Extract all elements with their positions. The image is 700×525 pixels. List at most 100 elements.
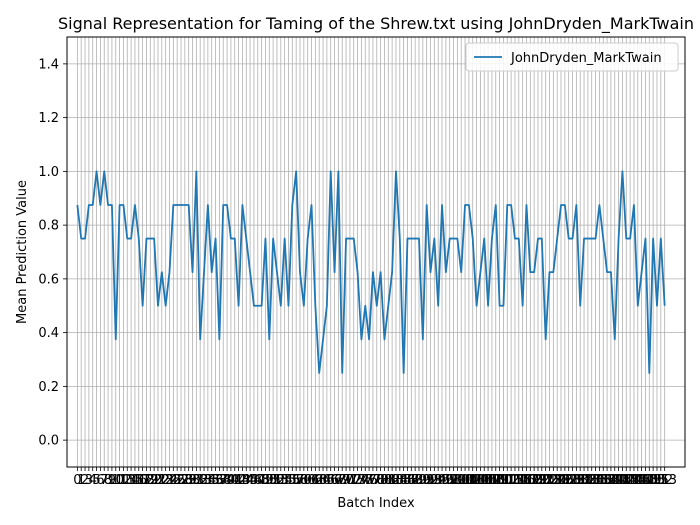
x-tick-label: 108 <box>480 473 505 488</box>
x-tick-label: 59 <box>296 473 313 488</box>
x-tick-label: 92 <box>422 473 439 488</box>
x-tick-label: 83 <box>388 473 405 488</box>
x-tick-label: 91 <box>418 473 435 488</box>
x-tick-label: 109 <box>483 473 508 488</box>
x-tick-label: 28 <box>177 473 194 488</box>
y-axis-label: Mean Prediction Value <box>15 180 30 324</box>
x-tick-label: 104 <box>464 473 489 488</box>
x-tick-label: 33 <box>196 473 213 488</box>
x-tick-label: 26 <box>169 473 186 488</box>
x-tick-label: 151 <box>645 473 670 488</box>
x-tick-label: 62 <box>307 473 324 488</box>
x-tick-label: 74 <box>353 473 370 488</box>
x-tick-label: 97 <box>441 473 458 488</box>
x-tick-label: 14 <box>123 473 140 488</box>
x-tick-label: 130 <box>564 473 589 488</box>
x-tick-label: 135 <box>583 473 608 488</box>
x-grid <box>76 37 666 467</box>
x-tick-label: 1 <box>77 473 85 488</box>
y-tick-label: 0.8 <box>38 219 59 234</box>
x-tick-label: 37 <box>211 473 228 488</box>
x-tick-label: 49 <box>257 473 274 488</box>
x-tick-label: 73 <box>349 473 366 488</box>
x-tick-label: 100 <box>449 473 474 488</box>
x-tick-label: 117 <box>514 473 539 488</box>
x-tick-label: 105 <box>468 473 493 488</box>
y-tick-label: 1.2 <box>38 111 59 126</box>
x-tick-label: 107 <box>476 473 501 488</box>
x-tick-label: 82 <box>384 473 401 488</box>
x-tick-label: 96 <box>438 473 455 488</box>
x-tick-label: 67 <box>326 473 343 488</box>
x-tick-label: 40 <box>223 473 240 488</box>
x-tick-label: 103 <box>460 473 485 488</box>
x-tick-label: 4 <box>89 473 97 488</box>
legend-label: JohnDryden_MarkTwain <box>510 51 662 66</box>
x-tick-label: 93 <box>426 473 443 488</box>
x-tick-label: 116 <box>510 473 535 488</box>
x-tick-label: 5 <box>92 473 100 488</box>
x-tick-label: 147 <box>629 473 654 488</box>
x-tick-label: 19 <box>142 473 159 488</box>
x-ticks: 0123456789101112131415161718192021222324… <box>73 467 677 488</box>
x-tick-label: 145 <box>622 473 647 488</box>
x-tick-label: 23 <box>157 473 174 488</box>
y-tick-label: 1.4 <box>38 57 59 72</box>
y-ticks: 0.0 0.2 0.4 0.6 0.8 1.0 1.2 1.4 <box>38 57 67 449</box>
x-tick-label: 56 <box>284 473 301 488</box>
x-tick-label: 46 <box>246 473 263 488</box>
x-tick-label: 118 <box>518 473 543 488</box>
x-tick-label: 60 <box>299 473 316 488</box>
x-tick-label: 139 <box>599 473 624 488</box>
x-tick-label: 7 <box>100 473 108 488</box>
x-tick-label: 106 <box>472 473 497 488</box>
x-tick-label: 124 <box>541 473 566 488</box>
x-tick-label: 141 <box>606 473 631 488</box>
x-tick-label: 88 <box>407 473 424 488</box>
x-tick-label: 132 <box>572 473 597 488</box>
x-tick-label: 133 <box>575 473 600 488</box>
x-tick-label: 17 <box>134 473 151 488</box>
x-tick-label: 121 <box>529 473 554 488</box>
x-tick-label: 131 <box>568 473 593 488</box>
x-tick-label: 25 <box>165 473 182 488</box>
x-tick-label: 90 <box>415 473 432 488</box>
x-tick-label: 11 <box>111 473 128 488</box>
x-tick-label: 44 <box>238 473 255 488</box>
x-tick-label: 144 <box>618 473 643 488</box>
x-tick-label: 125 <box>545 473 570 488</box>
x-tick-label: 134 <box>579 473 604 488</box>
x-tick-label: 119 <box>522 473 547 488</box>
y-tick-label: 0.4 <box>38 326 59 341</box>
x-tick-label: 18 <box>138 473 155 488</box>
y-tick-label: 0.2 <box>38 380 59 395</box>
x-tick-label: 66 <box>322 473 339 488</box>
series-lines <box>76 170 666 374</box>
x-tick-label: 152 <box>648 473 673 488</box>
x-tick-label: 47 <box>250 473 267 488</box>
x-tick-label: 6 <box>96 473 104 488</box>
x-tick-label: 127 <box>552 473 577 488</box>
x-tick-label: 3 <box>85 473 93 488</box>
x-tick-label: 114 <box>503 473 528 488</box>
x-tick-label: 72 <box>345 473 362 488</box>
x-tick-label: 102 <box>456 473 481 488</box>
x-tick-label: 150 <box>641 473 666 488</box>
x-tick-label: 16 <box>131 473 148 488</box>
x-tick-label: 15 <box>127 473 144 488</box>
x-tick-label: 64 <box>315 473 332 488</box>
x-tick-label: 153 <box>652 473 677 488</box>
x-tick-label: 99 <box>449 473 466 488</box>
legend: JohnDryden_MarkTwain <box>465 42 679 72</box>
x-tick-label: 30 <box>184 473 201 488</box>
x-tick-label: 65 <box>319 473 336 488</box>
x-tick-label: 84 <box>392 473 409 488</box>
x-tick-label: 149 <box>637 473 662 488</box>
x-tick-label: 24 <box>161 473 178 488</box>
x-axis-label: Batch Index <box>337 496 415 511</box>
x-tick-label: 36 <box>207 473 224 488</box>
x-tick-label: 136 <box>587 473 612 488</box>
x-tick-label: 48 <box>253 473 270 488</box>
x-tick-label: 8 <box>104 473 112 488</box>
